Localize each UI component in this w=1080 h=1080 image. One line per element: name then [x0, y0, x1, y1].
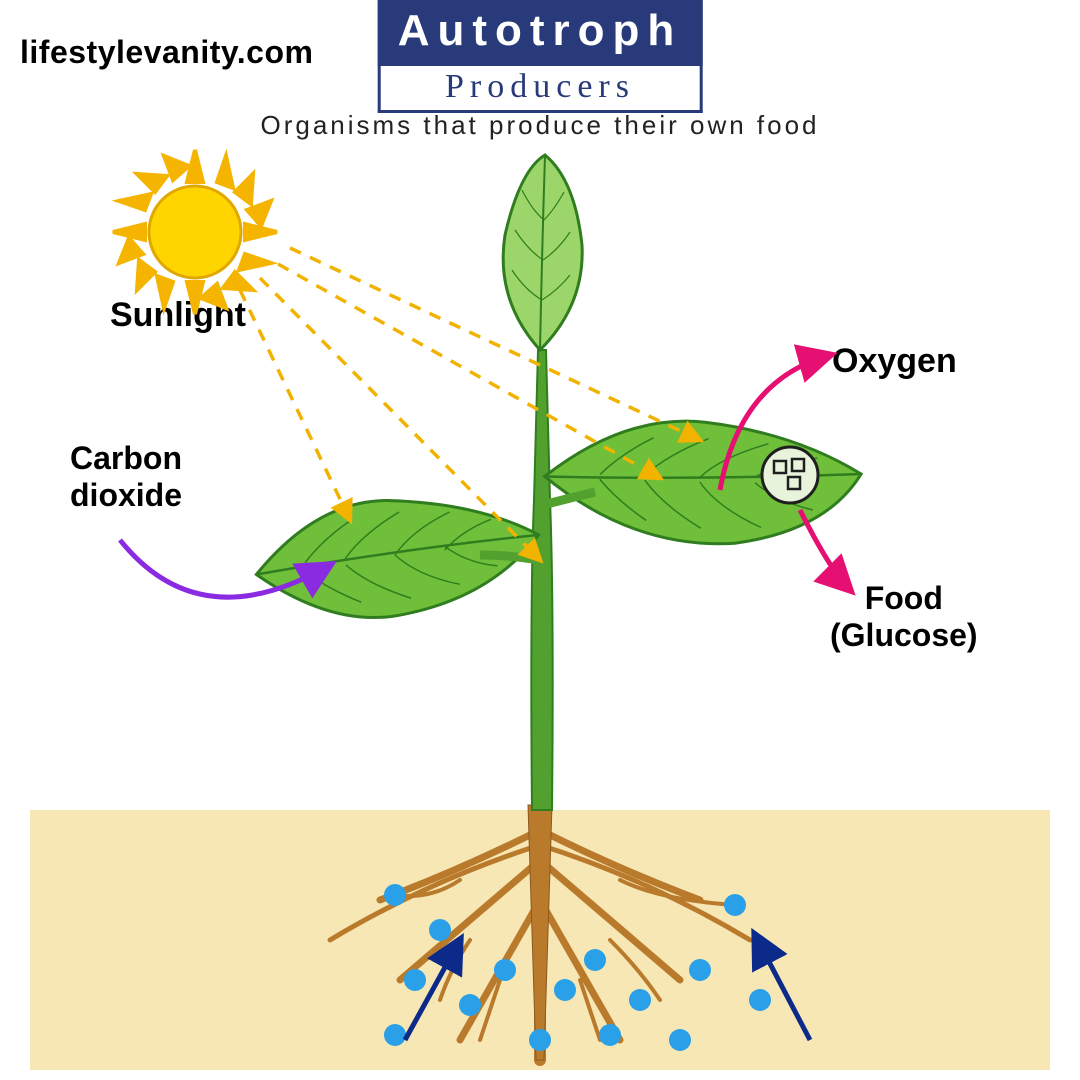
food-arrow	[800, 510, 850, 590]
diagram-svg	[0, 0, 1080, 1080]
stem	[531, 350, 552, 810]
diagram-stage: lifestylevanity.com Autotroph Producers …	[0, 0, 1080, 1080]
stomata-icon	[762, 447, 818, 503]
sun-icon	[113, 150, 277, 314]
leaf-top	[503, 155, 582, 350]
petiole-left	[480, 555, 540, 560]
